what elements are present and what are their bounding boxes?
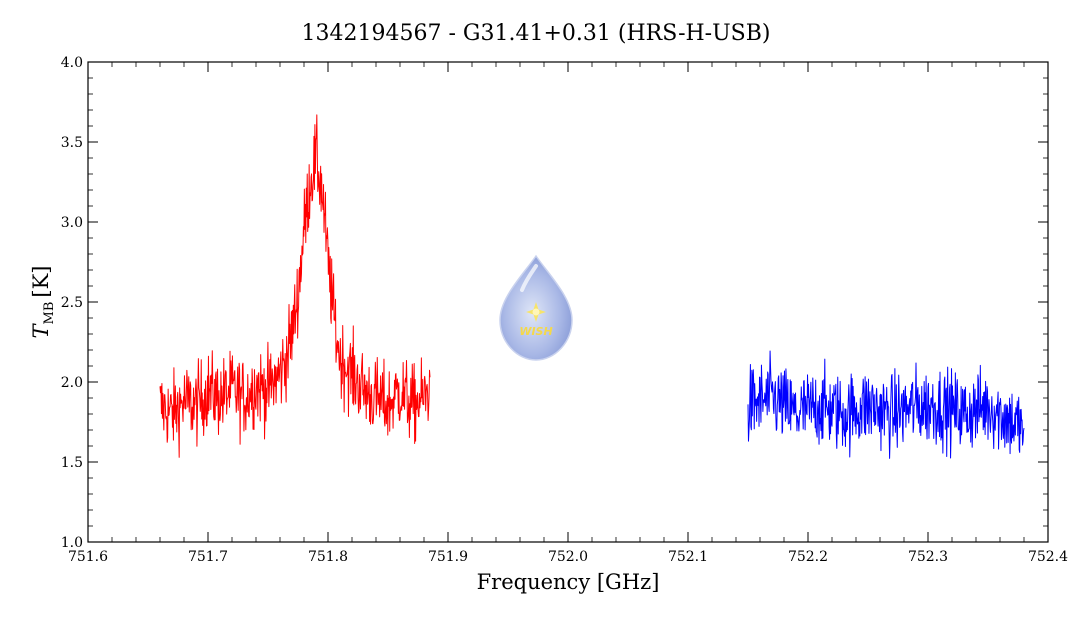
chart-title: 1342194567 - G31.41+0.31 (HRS-H-USB) [302,21,771,46]
x-tick-label: 751.6 [68,549,108,565]
x-tick-label: 751.7 [188,549,228,565]
x-tick-label: 752.4 [1028,549,1068,565]
series-layer [159,114,1025,459]
star-icon [526,302,546,322]
red-spectrum-line [159,114,431,458]
x-tick-label: 751.8 [308,549,348,565]
y-tick-label: 1.5 [61,455,83,471]
y-tick-label: 3.5 [61,135,83,151]
x-axis-label: Frequency [GHz] [477,570,660,594]
y-tick-label: 2.5 [61,295,83,311]
y-tick-label: 3.0 [61,215,83,231]
wish-logo: WISH [499,254,573,361]
svg-text:TMB[K]: TMB [K] [29,266,57,339]
x-tick-label: 752.3 [908,549,948,565]
x-tick-label: 752.0 [548,549,588,565]
y-axis-label-main: T [29,322,53,338]
blue-spectrum-line [747,350,1025,459]
x-tick-label: 751.9 [428,549,468,565]
y-tick-label: 2.0 [61,375,83,391]
logo-text: WISH [519,325,552,338]
y-axis-label: TMB [K] [29,266,57,339]
y-tick-label: 1.0 [61,535,83,551]
y-tick-label: 4.0 [61,55,83,71]
y-axis-label-sub: MB [42,302,57,325]
x-tick-label: 752.1 [668,549,708,565]
y-axis-label-unit: [K] [29,266,53,298]
x-tick-label: 752.2 [788,549,828,565]
ticks-layer: 751.6 751.7 751.8 751.9 752.0 752.1 752.2 752.3… [61,55,1068,565]
